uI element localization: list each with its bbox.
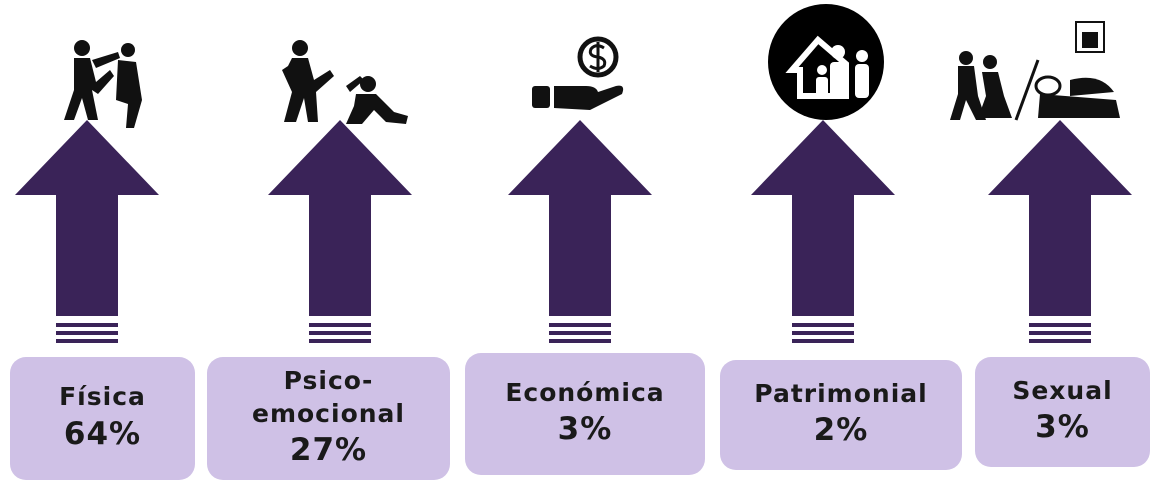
arrow	[15, 120, 159, 316]
icon-psicoemocional	[282, 40, 408, 124]
arrow	[751, 120, 895, 316]
arrow-stripe	[1029, 331, 1091, 335]
icon-economica	[532, 36, 624, 110]
category-label: Patrimonial	[754, 378, 928, 408]
category-value: 3%	[1035, 409, 1090, 446]
arrow-stripe	[56, 339, 118, 343]
category-value: 64%	[63, 415, 142, 452]
category-label: Física	[59, 382, 146, 412]
category-value: 3%	[557, 411, 613, 448]
category-box: Física 64%	[10, 357, 195, 480]
category-label: Psico-emocional	[252, 366, 405, 428]
icon-fisica	[64, 40, 142, 128]
category-box: Psico-emocional 27%	[207, 357, 450, 480]
category-box: Patrimonial 2%	[720, 360, 962, 470]
arrow-stripe	[792, 339, 854, 343]
category-value: 27%	[289, 432, 368, 469]
arrow-stripe	[309, 323, 371, 327]
arrow-stripe	[792, 323, 854, 327]
arrow	[268, 120, 412, 316]
arrow-stripe	[549, 331, 611, 335]
icon-sexual	[950, 21, 1120, 121]
arrow-stripe	[56, 331, 118, 335]
category-box: Sexual 3%	[975, 357, 1150, 467]
arrow-stripe	[309, 331, 371, 335]
icon-patrimonial	[768, 4, 884, 120]
category-label: Sexual	[1012, 375, 1113, 405]
arrow-stripe	[549, 323, 611, 327]
arrow-stripe	[792, 331, 854, 335]
arrow-stripe	[1029, 339, 1091, 343]
arrow-stripe	[1029, 323, 1091, 327]
arrow-stripe	[309, 339, 371, 343]
arrow	[988, 120, 1132, 316]
arrow	[508, 120, 652, 316]
arrow-stripe	[549, 339, 611, 343]
category-box: Económica 3%	[465, 353, 705, 475]
arrow-stripe	[56, 323, 118, 327]
category-value: 2%	[813, 412, 869, 449]
category-label: Económica	[505, 377, 665, 407]
arrows	[15, 120, 1132, 343]
